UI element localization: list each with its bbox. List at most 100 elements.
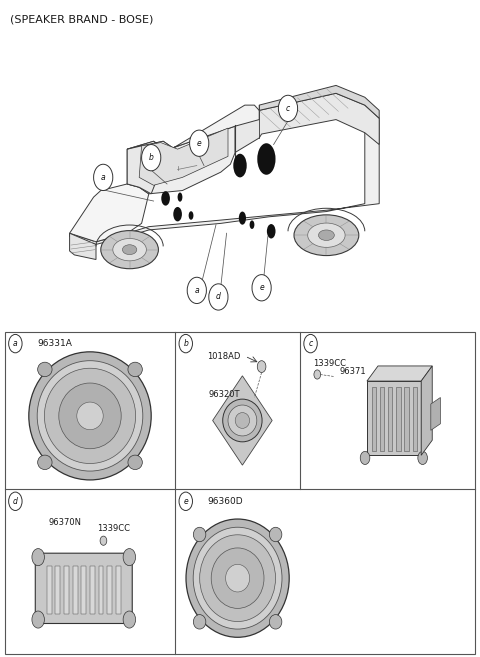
Ellipse shape <box>294 215 359 256</box>
Text: a: a <box>194 286 199 295</box>
Polygon shape <box>259 85 379 118</box>
Ellipse shape <box>226 564 250 592</box>
Text: 1339CC: 1339CC <box>97 524 131 533</box>
Text: e: e <box>183 497 188 506</box>
Circle shape <box>314 370 321 379</box>
Circle shape <box>179 334 192 353</box>
Ellipse shape <box>193 614 206 629</box>
Text: b: b <box>183 339 188 348</box>
Ellipse shape <box>128 362 143 376</box>
Ellipse shape <box>122 245 137 255</box>
Bar <box>64 566 69 614</box>
Text: a: a <box>13 339 18 348</box>
Ellipse shape <box>200 535 276 622</box>
Ellipse shape <box>223 399 262 442</box>
Polygon shape <box>70 184 149 242</box>
Bar <box>116 566 121 614</box>
Bar <box>47 566 51 614</box>
Circle shape <box>360 451 370 464</box>
Polygon shape <box>127 141 168 194</box>
Ellipse shape <box>269 528 282 542</box>
Circle shape <box>32 611 45 628</box>
Ellipse shape <box>233 154 247 177</box>
Circle shape <box>252 275 271 301</box>
Polygon shape <box>213 376 272 465</box>
Text: 96370N: 96370N <box>48 518 82 527</box>
Polygon shape <box>367 366 432 381</box>
Ellipse shape <box>193 528 206 542</box>
Bar <box>107 566 112 614</box>
Bar <box>388 387 392 451</box>
Bar <box>90 566 95 614</box>
Ellipse shape <box>186 519 289 637</box>
Bar <box>5 332 475 654</box>
Ellipse shape <box>189 212 193 219</box>
Ellipse shape <box>250 220 254 229</box>
Circle shape <box>418 451 428 464</box>
Text: 1018AD: 1018AD <box>206 351 240 361</box>
Ellipse shape <box>173 207 182 221</box>
Polygon shape <box>127 105 259 151</box>
Ellipse shape <box>211 548 264 608</box>
Text: a: a <box>101 173 106 182</box>
Ellipse shape <box>239 212 246 225</box>
Ellipse shape <box>269 614 282 629</box>
Ellipse shape <box>113 238 146 261</box>
Ellipse shape <box>37 361 143 471</box>
Ellipse shape <box>101 231 158 269</box>
Text: 96371: 96371 <box>340 367 366 376</box>
Circle shape <box>9 492 22 510</box>
Polygon shape <box>70 105 379 244</box>
Polygon shape <box>431 397 441 430</box>
Ellipse shape <box>37 362 52 376</box>
Polygon shape <box>70 233 96 260</box>
Polygon shape <box>127 126 235 194</box>
Circle shape <box>94 164 113 191</box>
Ellipse shape <box>228 405 257 436</box>
Text: c: c <box>286 104 290 113</box>
Ellipse shape <box>308 223 345 248</box>
Ellipse shape <box>235 413 250 428</box>
Text: e: e <box>197 139 202 148</box>
Text: 96331A: 96331A <box>37 339 72 348</box>
Text: 1339CC: 1339CC <box>313 359 347 368</box>
Bar <box>372 387 376 451</box>
Ellipse shape <box>44 368 135 464</box>
Circle shape <box>187 277 206 304</box>
Circle shape <box>190 130 209 156</box>
Ellipse shape <box>59 383 121 449</box>
Text: e: e <box>259 283 264 292</box>
Ellipse shape <box>178 193 182 202</box>
Text: d: d <box>216 292 221 302</box>
Circle shape <box>123 549 135 566</box>
Text: c: c <box>309 339 312 348</box>
Bar <box>380 387 384 451</box>
Ellipse shape <box>77 402 103 430</box>
Polygon shape <box>367 381 421 455</box>
Text: 96360D: 96360D <box>207 497 243 506</box>
Circle shape <box>278 95 298 122</box>
Text: 96320T: 96320T <box>208 390 240 399</box>
Bar <box>98 566 104 614</box>
Text: d: d <box>13 497 18 506</box>
Text: (SPEAKER BRAND - BOSE): (SPEAKER BRAND - BOSE) <box>10 14 153 24</box>
Bar <box>412 387 417 451</box>
Ellipse shape <box>319 230 335 240</box>
Circle shape <box>142 145 161 171</box>
Bar <box>396 387 400 451</box>
Bar <box>55 566 60 614</box>
FancyBboxPatch shape <box>35 553 132 623</box>
Ellipse shape <box>37 455 52 470</box>
Circle shape <box>9 334 22 353</box>
Circle shape <box>304 334 317 353</box>
Circle shape <box>257 361 266 373</box>
Polygon shape <box>235 93 379 152</box>
Circle shape <box>32 549 45 566</box>
Circle shape <box>179 492 192 510</box>
Circle shape <box>123 611 135 628</box>
Bar <box>72 566 77 614</box>
Polygon shape <box>139 128 228 185</box>
Text: b: b <box>149 153 154 162</box>
Circle shape <box>209 284 228 310</box>
Bar <box>404 387 409 451</box>
